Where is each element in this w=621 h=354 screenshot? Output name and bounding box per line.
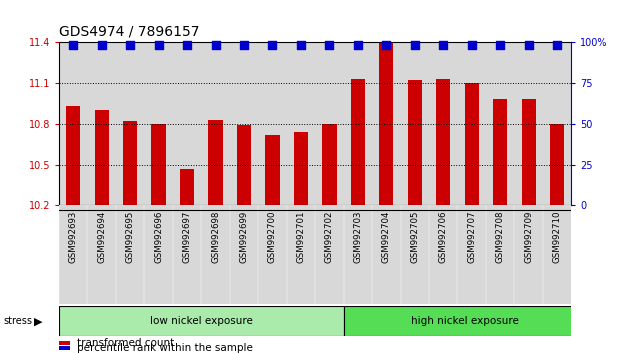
Text: GSM992708: GSM992708 — [496, 210, 505, 263]
Point — [353, 42, 363, 47]
Point — [153, 42, 163, 47]
Point — [68, 42, 78, 47]
Point — [239, 42, 249, 47]
Text: ▶: ▶ — [34, 316, 43, 326]
FancyBboxPatch shape — [59, 306, 343, 336]
Bar — [436, 79, 450, 205]
FancyBboxPatch shape — [343, 306, 586, 336]
Bar — [379, 42, 394, 205]
Bar — [144, 205, 173, 304]
Bar — [123, 121, 137, 205]
Bar — [265, 135, 279, 205]
Bar — [372, 205, 401, 304]
Bar — [230, 205, 258, 304]
Bar — [173, 205, 201, 304]
Bar — [66, 106, 80, 205]
Text: GSM992709: GSM992709 — [524, 210, 533, 263]
Text: GSM992707: GSM992707 — [467, 210, 476, 263]
Text: low nickel exposure: low nickel exposure — [150, 316, 253, 326]
Point — [410, 42, 420, 47]
Text: GSM992710: GSM992710 — [553, 210, 561, 263]
Text: GSM992698: GSM992698 — [211, 210, 220, 263]
Point — [552, 42, 562, 47]
Text: transformed count: transformed count — [77, 338, 174, 348]
Bar — [209, 120, 223, 205]
Text: GDS4974 / 7896157: GDS4974 / 7896157 — [59, 25, 199, 39]
Bar — [429, 205, 458, 304]
Text: GSM992705: GSM992705 — [410, 210, 419, 263]
Bar — [88, 205, 116, 304]
Text: GSM992701: GSM992701 — [296, 210, 306, 263]
Text: GSM992695: GSM992695 — [125, 210, 135, 263]
Point — [381, 42, 391, 47]
Text: GSM992696: GSM992696 — [154, 210, 163, 263]
Bar — [294, 132, 308, 205]
Bar — [94, 110, 109, 205]
Bar — [543, 205, 571, 304]
Point — [182, 42, 192, 47]
Bar — [59, 341, 70, 345]
Bar — [522, 99, 536, 205]
Bar — [493, 99, 507, 205]
Text: high nickel exposure: high nickel exposure — [410, 316, 519, 326]
Point — [296, 42, 306, 47]
Bar — [315, 205, 343, 304]
Bar — [458, 205, 486, 304]
Bar — [116, 205, 144, 304]
Bar — [407, 80, 422, 205]
Point — [438, 42, 448, 47]
Bar — [514, 205, 543, 304]
Bar — [322, 124, 337, 205]
Text: GSM992697: GSM992697 — [183, 210, 191, 263]
Text: GSM992693: GSM992693 — [69, 210, 78, 263]
Bar — [401, 205, 429, 304]
Bar — [550, 124, 564, 205]
Bar — [287, 205, 315, 304]
Text: GSM992703: GSM992703 — [353, 210, 362, 263]
Text: GSM992704: GSM992704 — [382, 210, 391, 263]
Point — [211, 42, 220, 47]
Point — [495, 42, 505, 47]
Text: stress: stress — [3, 316, 32, 326]
Bar — [152, 124, 166, 205]
Text: GSM992699: GSM992699 — [240, 210, 248, 263]
Bar — [351, 79, 365, 205]
Bar — [59, 205, 88, 304]
Point — [125, 42, 135, 47]
Text: percentile rank within the sample: percentile rank within the sample — [77, 343, 253, 353]
Text: GSM992702: GSM992702 — [325, 210, 334, 263]
Text: GSM992706: GSM992706 — [439, 210, 448, 263]
Bar — [258, 205, 287, 304]
Bar — [201, 205, 230, 304]
Point — [467, 42, 477, 47]
Point — [268, 42, 278, 47]
Bar — [465, 83, 479, 205]
Text: GSM992700: GSM992700 — [268, 210, 277, 263]
Bar — [180, 169, 194, 205]
Point — [97, 42, 107, 47]
Bar — [59, 346, 70, 350]
Bar — [237, 125, 251, 205]
Point — [324, 42, 334, 47]
Bar — [486, 205, 514, 304]
Point — [524, 42, 533, 47]
Bar — [343, 205, 372, 304]
Text: GSM992694: GSM992694 — [97, 210, 106, 263]
